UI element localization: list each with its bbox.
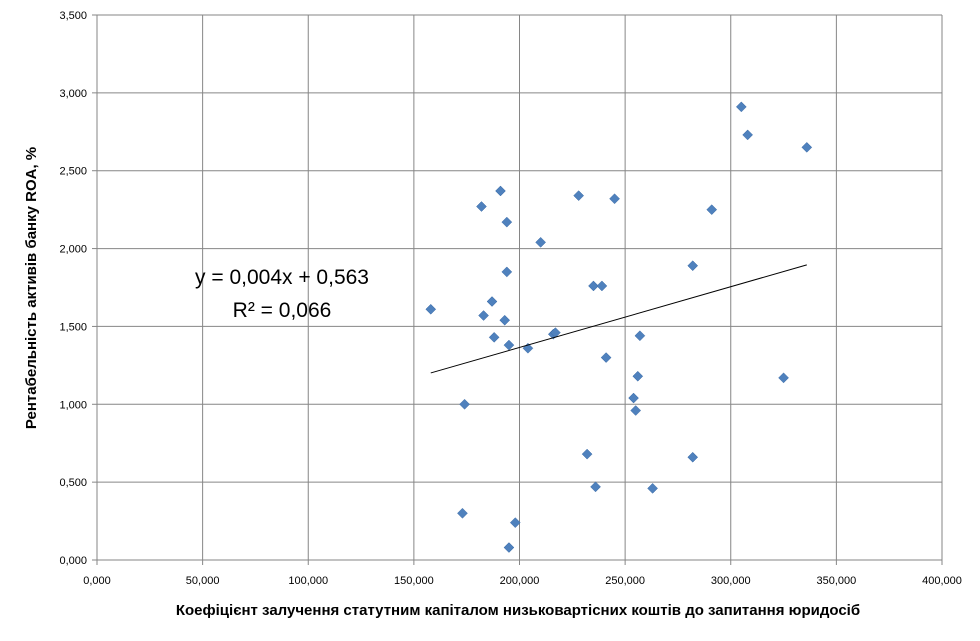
data-point xyxy=(476,201,487,212)
y-tick-label: 2,500 xyxy=(59,166,87,178)
trendline xyxy=(430,264,807,374)
grid-lines xyxy=(92,14,943,565)
data-point xyxy=(735,101,747,113)
data-point xyxy=(457,507,468,519)
data-point xyxy=(590,481,601,493)
data-point xyxy=(596,280,608,292)
data-point xyxy=(488,331,500,343)
y-tick-label: 1,500 xyxy=(59,321,87,333)
data-point xyxy=(550,327,561,339)
y-tick-label: 3,000 xyxy=(59,88,87,100)
data-point xyxy=(687,451,699,463)
data-point xyxy=(630,405,642,416)
data-point xyxy=(609,193,620,205)
data-point xyxy=(573,190,585,201)
x-tick-label: 200,000 xyxy=(500,575,540,587)
data-point xyxy=(535,236,546,248)
x-tick-label: 250,000 xyxy=(605,575,645,587)
data-point xyxy=(503,542,515,553)
data-point xyxy=(634,330,646,342)
data-point xyxy=(501,266,513,278)
data-point xyxy=(588,280,599,292)
data-point xyxy=(628,392,639,404)
data-point xyxy=(647,483,658,494)
data-point xyxy=(495,185,506,197)
y-axis-title: Рентабельність активів банку ROA, % xyxy=(23,147,40,429)
data-point xyxy=(600,352,612,363)
data-point xyxy=(503,339,515,351)
x-tick-label: 0,000 xyxy=(83,575,111,587)
data-point xyxy=(509,517,521,528)
data-points xyxy=(425,101,813,553)
y-axis-ticks: 0,000 0,500 1,000 1,500 2,000 2,500 3,000 3,500 xyxy=(59,10,87,567)
data-point xyxy=(486,296,498,307)
data-point xyxy=(742,129,754,141)
x-tick-label: 400,000 xyxy=(922,575,962,587)
x-tick-label: 150,000 xyxy=(394,575,434,587)
y-tick-label: 0,000 xyxy=(59,555,87,567)
data-point xyxy=(706,204,718,215)
data-point xyxy=(499,314,511,326)
y-tick-label: 1,000 xyxy=(59,399,87,411)
y-tick-label: 2,000 xyxy=(59,244,87,256)
data-point xyxy=(801,142,813,153)
x-tick-label: 50,000 xyxy=(186,575,220,587)
data-point xyxy=(687,260,699,272)
data-point xyxy=(425,303,437,315)
data-point xyxy=(478,310,489,321)
data-point xyxy=(778,372,789,384)
x-tick-label: 350,000 xyxy=(816,575,856,587)
x-axis-ticks: 0,000 50,000 100,000 150,000 200,000 250,000 3… xyxy=(83,575,962,587)
x-axis-title: Коефіцієнт залучення статутним капіталом… xyxy=(176,602,860,619)
x-tick-label: 100,000 xyxy=(288,575,328,587)
y-tick-label: 3,500 xyxy=(59,10,87,22)
data-point xyxy=(501,216,513,228)
data-point xyxy=(632,370,644,382)
x-tick-label: 300,000 xyxy=(711,575,751,587)
data-point xyxy=(581,448,593,460)
y-tick-label: 0,500 xyxy=(59,477,87,489)
trendline-equation: y = 0,004x + 0,563 xyxy=(195,266,369,289)
data-point xyxy=(459,398,470,410)
r-squared-label: R² = 0,066 xyxy=(233,299,332,322)
